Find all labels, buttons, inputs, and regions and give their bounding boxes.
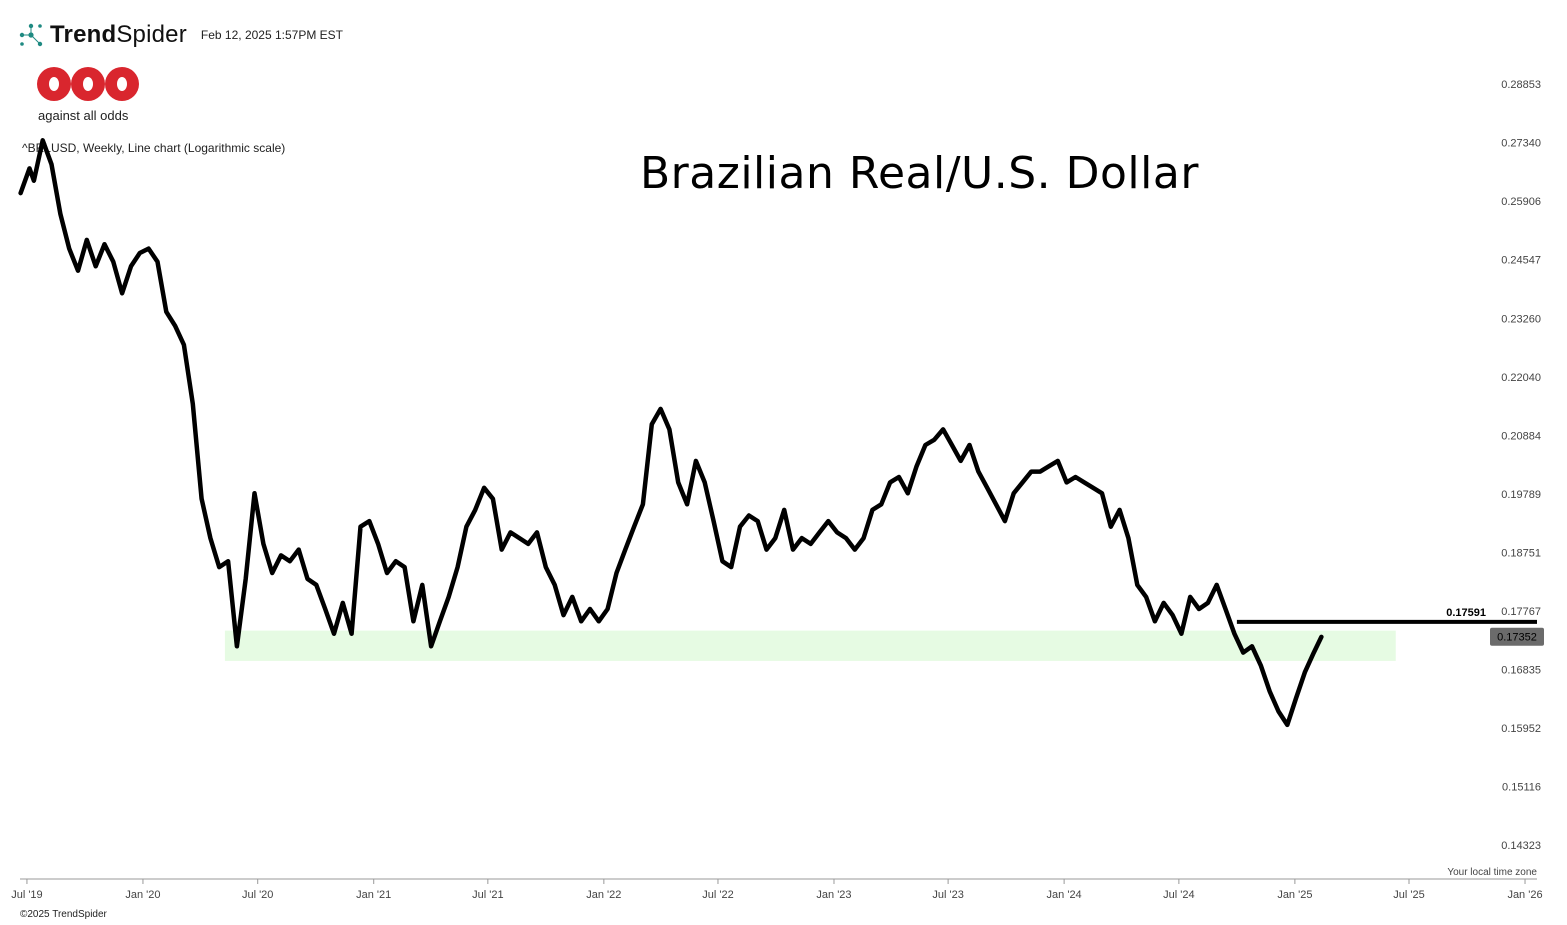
resistance-label: 0.17591 bbox=[1446, 607, 1486, 619]
x-tick-label: Jan '24 bbox=[1047, 889, 1082, 901]
x-tick-label: Jan '20 bbox=[125, 889, 160, 901]
x-tick-label: Jan '23 bbox=[816, 889, 851, 901]
x-tick-label: Jul '22 bbox=[702, 889, 733, 901]
y-tick-label: 0.16835 bbox=[1501, 665, 1541, 677]
x-tick-label: Jul '19 bbox=[11, 889, 42, 901]
copyright: ©2025 TrendSpider bbox=[20, 909, 107, 920]
x-tick-label: Jan '25 bbox=[1277, 889, 1312, 901]
trendspider-logo-icon bbox=[19, 23, 43, 47]
logo-text: against all odds bbox=[38, 108, 129, 123]
x-tick-label: Jul '24 bbox=[1163, 889, 1194, 901]
x-tick-label: Jan '22 bbox=[586, 889, 621, 901]
brand-name: TrendSpider bbox=[50, 21, 187, 49]
chart-title: Brazilian Real/U.S. Dollar bbox=[640, 148, 1199, 199]
y-tick-label: 0.17767 bbox=[1501, 606, 1541, 618]
y-tick-label: 0.19789 bbox=[1501, 489, 1541, 501]
symbol-description: ^BRLUSD, Weekly, Line chart (Logarithmic… bbox=[22, 141, 286, 155]
x-tick-label: Jan '26 bbox=[1507, 889, 1542, 901]
last-price-badge bbox=[1490, 627, 1544, 646]
x-tick-label: Jul '20 bbox=[242, 889, 273, 901]
x-tick-label: Jul '21 bbox=[472, 889, 503, 901]
x-tick-label: Jul '25 bbox=[1393, 889, 1424, 901]
last-price-label: 0.17352 bbox=[1497, 632, 1537, 644]
y-axis: 0.28853 0.27340 0.25906 0.24547 0.23260 0.220… bbox=[1501, 79, 1541, 852]
x-axis-labels: Jul '19 Jan '20 Jul '20 Jan '21 Jul '21 Jan '… bbox=[11, 879, 1543, 901]
x-tick-label: Jan '21 bbox=[356, 889, 391, 901]
y-tick-label: 0.14323 bbox=[1501, 840, 1541, 852]
y-tick-label: 0.28853 bbox=[1501, 79, 1541, 91]
support-zone bbox=[224, 630, 1396, 661]
brand-name-bold: Trend bbox=[50, 21, 117, 48]
timezone-note: Your local time zone bbox=[1447, 867, 1537, 878]
brand-name-light: Spider bbox=[116, 21, 187, 48]
y-tick-label: 0.25906 bbox=[1501, 196, 1541, 208]
y-tick-label: 0.22040 bbox=[1501, 372, 1541, 384]
y-tick-label: 0.23260 bbox=[1501, 313, 1541, 325]
y-tick-label: 0.18751 bbox=[1501, 547, 1541, 559]
against-all-odds-logo bbox=[37, 67, 139, 101]
y-tick-label: 0.15952 bbox=[1501, 723, 1541, 735]
price-line bbox=[18, 138, 1324, 728]
app-header: TrendSpider Feb 12, 2025 1:57PM EST bbox=[18, 20, 343, 50]
y-tick-label: 0.15116 bbox=[1502, 782, 1541, 794]
y-tick-label: 0.20884 bbox=[1501, 430, 1541, 442]
timestamp: Feb 12, 2025 1:57PM EST bbox=[200, 28, 344, 42]
y-tick-label: 0.27340 bbox=[1501, 138, 1541, 150]
y-tick-label: 0.24547 bbox=[1501, 255, 1541, 267]
x-tick-label: Jul '23 bbox=[932, 889, 963, 901]
